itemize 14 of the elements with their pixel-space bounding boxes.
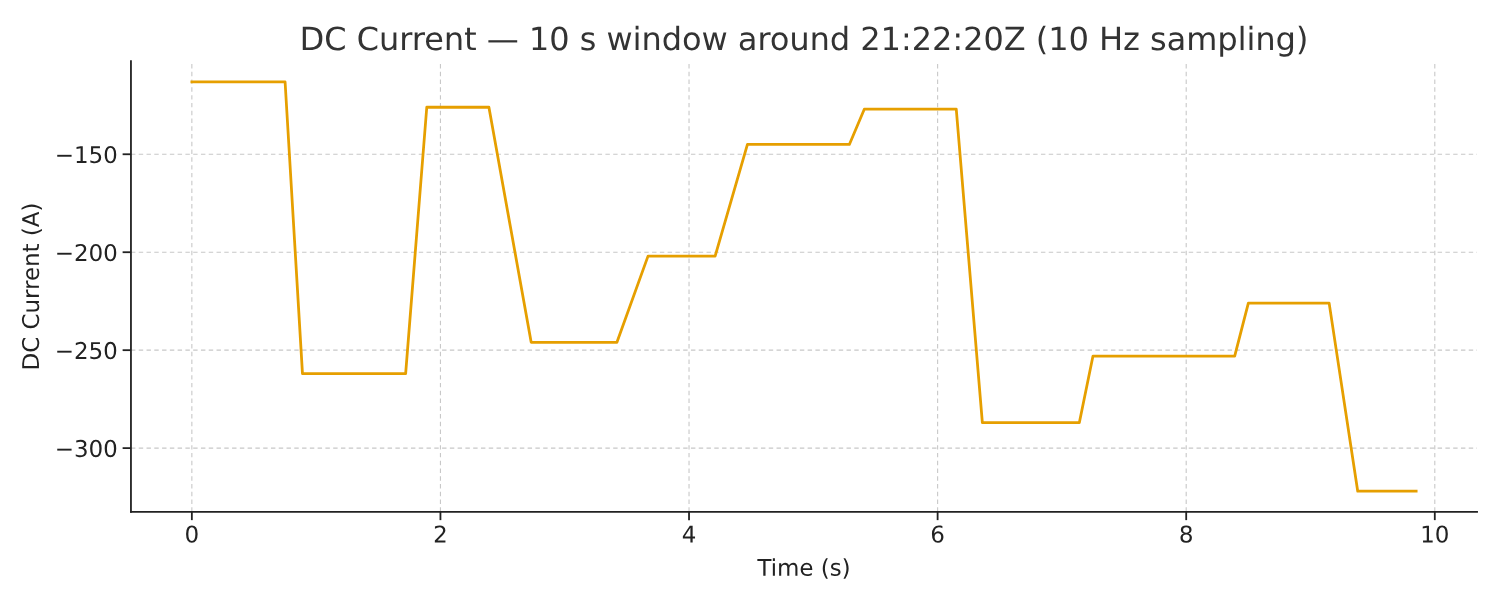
- x-tick-label: 6: [931, 525, 944, 543]
- x-tick-label: 0: [186, 525, 198, 543]
- y-tick-label: −250: [57, 341, 117, 360]
- x-tick-label: 4: [682, 525, 696, 543]
- x-tick-label: 8: [1180, 525, 1192, 543]
- x-axis-title: Time (s): [757, 558, 849, 579]
- y-tick-label: −200: [57, 243, 117, 262]
- x-tick-label: 2: [434, 525, 446, 543]
- y-axis-title: DC Current (A): [21, 204, 42, 369]
- chart-title: DC Current — 10 s window around 21:22:20Z (10 Hz sampling): [302, 25, 1306, 57]
- y-tick-label: −300: [57, 439, 117, 458]
- y-tick-label: −150: [57, 145, 117, 164]
- x-tick-label: 10: [1422, 525, 1448, 543]
- line-series: [190, 80, 1418, 493]
